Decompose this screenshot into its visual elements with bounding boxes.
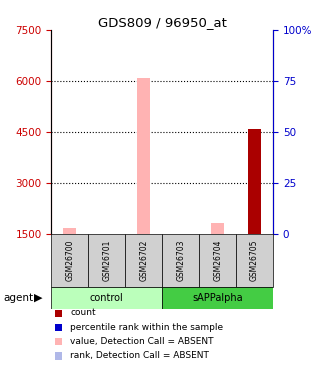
Text: GSM26702: GSM26702 (139, 240, 148, 281)
FancyBboxPatch shape (162, 287, 273, 309)
Bar (63, 228, 76, 234)
FancyBboxPatch shape (236, 234, 273, 287)
Text: value, Detection Call = ABSENT: value, Detection Call = ABSENT (70, 337, 214, 346)
Text: GSM26703: GSM26703 (176, 240, 185, 281)
Text: sAPPalpha: sAPPalpha (192, 293, 243, 303)
Text: GSM26701: GSM26701 (102, 240, 111, 281)
Text: rank, Detection Call = ABSENT: rank, Detection Call = ABSENT (70, 351, 209, 360)
Text: agent: agent (3, 293, 33, 303)
Text: ▶: ▶ (34, 293, 42, 303)
Text: count: count (70, 308, 96, 317)
Text: percentile rank within the sample: percentile rank within the sample (70, 322, 223, 332)
Text: GSM26700: GSM26700 (65, 240, 74, 281)
FancyBboxPatch shape (51, 287, 162, 309)
FancyBboxPatch shape (88, 234, 125, 287)
FancyBboxPatch shape (125, 234, 162, 287)
Bar (248, 129, 261, 234)
Bar (211, 223, 224, 234)
Text: GSM26705: GSM26705 (250, 240, 259, 281)
Text: GDS809 / 96950_at: GDS809 / 96950_at (98, 16, 227, 29)
FancyBboxPatch shape (162, 234, 199, 287)
Text: control: control (90, 293, 123, 303)
Bar (137, 78, 150, 234)
Text: GSM26704: GSM26704 (213, 240, 222, 281)
FancyBboxPatch shape (51, 234, 88, 287)
FancyBboxPatch shape (199, 234, 236, 287)
